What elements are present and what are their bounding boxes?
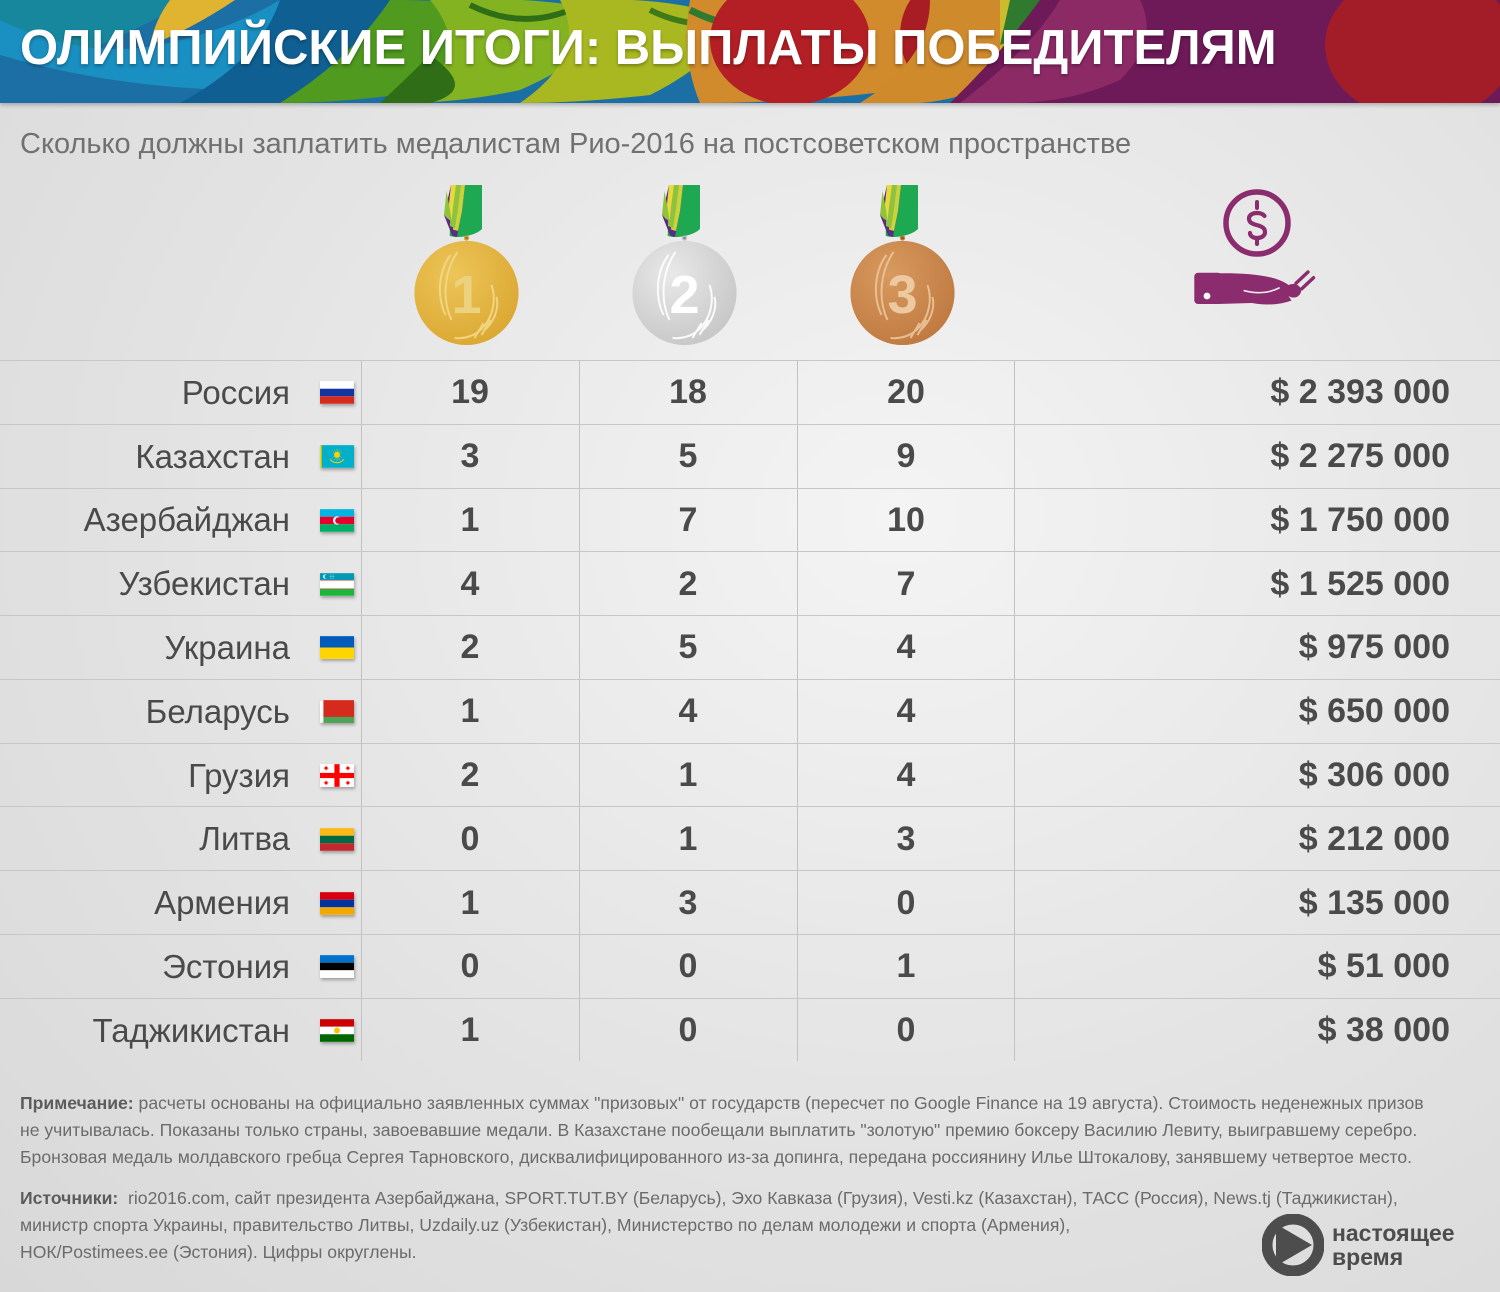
svg-text:2: 2 bbox=[669, 265, 699, 325]
svg-text:1: 1 bbox=[451, 265, 481, 325]
svg-text:3: 3 bbox=[887, 265, 917, 325]
